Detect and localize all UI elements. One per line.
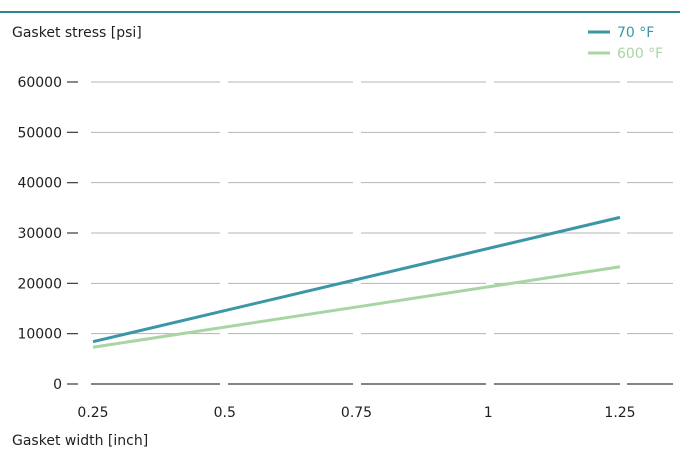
legend-label-70f: 70 °F [617, 25, 654, 41]
x-axis-title: Gasket width [inch] [12, 433, 148, 449]
x-tick-label: 1.25 [604, 405, 635, 421]
y-tick-label: 20000 [17, 276, 62, 292]
y-axis-title: Gasket stress [psi] [12, 25, 142, 41]
x-axis-ticks: 0.25 0.5 0.75 1 1.25 [77, 405, 635, 421]
y-tick-label: 30000 [17, 226, 62, 242]
y-tick-label: 40000 [17, 176, 62, 192]
x-tick-label: 0.25 [77, 405, 108, 421]
x-tick-label: 0.75 [341, 405, 372, 421]
x-tick-label: 1 [484, 405, 493, 421]
series-lines [92, 215, 621, 349]
legend: 70 °F 600 °F [588, 25, 663, 62]
y-tick-label: 50000 [17, 125, 62, 141]
series-line-1 [92, 265, 621, 349]
y-tick-label: 0 [53, 377, 62, 393]
series-line-0 [92, 215, 621, 344]
x-tick-label: 0.5 [214, 405, 236, 421]
legend-label-600f: 600 °F [617, 46, 663, 62]
y-tick-label: 60000 [17, 75, 62, 91]
y-axis-ticks: 0 10000 20000 30000 40000 50000 60000 [17, 75, 78, 393]
y-tick-label: 10000 [17, 327, 62, 343]
gridlines [91, 81, 673, 385]
